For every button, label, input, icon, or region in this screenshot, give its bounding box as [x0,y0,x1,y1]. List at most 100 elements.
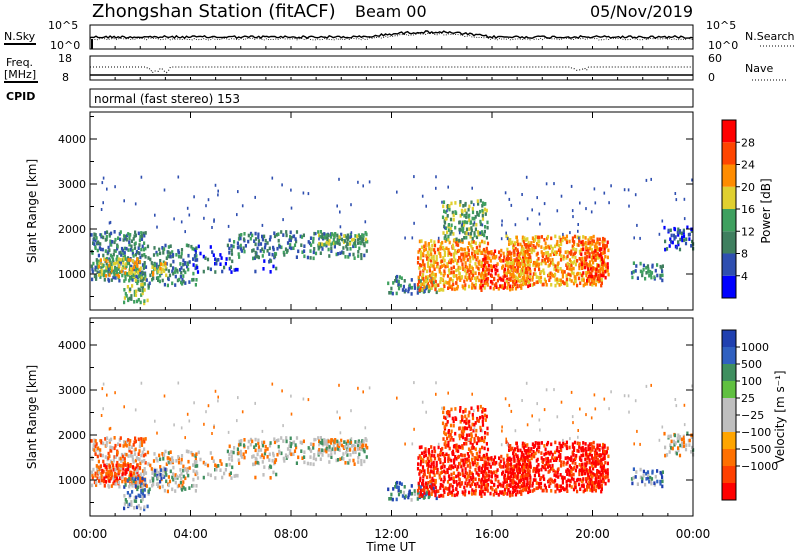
power-cell [122,261,125,265]
colorbar-tick-label: 4 [741,270,748,283]
velocity-cell [157,484,160,488]
power-cell [180,220,183,224]
velocity-cell [465,417,468,422]
power-cell [512,271,515,275]
velocity-cell [193,460,197,464]
velocity-cell [520,456,523,461]
power-cell [182,262,185,267]
power-cell [188,280,191,284]
velocity-cell [512,486,515,490]
power-cell [134,271,137,275]
velocity-cell [113,479,116,483]
velocity-cell [214,476,217,480]
velocity-cell [143,478,146,482]
power-cell [209,245,212,249]
power-cell [116,244,119,249]
velocity-cell [240,455,243,459]
velocity-cell [141,488,144,493]
power-cell [261,247,264,251]
velocity-cell [436,470,439,475]
power-cell [461,247,464,252]
power-cell [103,257,106,262]
velocity-cell [357,460,360,464]
power-cell [221,269,224,274]
power-cell [105,268,108,273]
velocity-cell [140,453,143,458]
velocity-cell [573,440,577,445]
velocity-cell [590,442,593,446]
power-cell [525,243,528,247]
velocity-cell [345,441,348,446]
velocity-cell [102,382,105,386]
velocity-cell [133,499,136,503]
power-cell [124,237,127,241]
velocity-cell [547,450,550,455]
velocity-cell [285,439,288,444]
power-cell [131,259,134,263]
velocity-cell [472,475,475,480]
velocity-cell [568,464,571,468]
velocity-cell [303,450,306,454]
velocity-cell [398,481,401,485]
power-cell [540,261,543,266]
power-cell [422,252,425,256]
power-cell [144,246,147,251]
velocity-cell [458,478,461,482]
velocity-cell [168,479,172,484]
power-cell [451,210,454,215]
velocity-cell [577,482,581,487]
velocity-cell [600,458,603,463]
velocity-cell [292,452,295,456]
velocity-cell [303,455,306,459]
velocity-cell [461,453,464,458]
velocity-cell [134,408,137,412]
power-cell [114,276,117,280]
power-cell [435,186,437,190]
velocity-cell [667,434,670,439]
velocity-cell [510,462,513,466]
velocity-cell [521,441,524,446]
velocity-cell [172,472,175,476]
power-cell [475,235,479,240]
velocity-cell [473,439,476,444]
velocity-cell [319,457,322,461]
velocity-cell [606,461,609,466]
power-cell [664,239,667,244]
velocity-cell [551,467,554,471]
velocity-cell [337,447,340,451]
power-cell [473,233,476,238]
velocity-cell [313,453,316,457]
power-cell [162,263,165,267]
power-cell [587,238,590,242]
velocity-cell [167,456,170,460]
velocity-cell [168,460,171,465]
velocity-cell [257,445,261,449]
power-cell [487,263,490,268]
velocity-cell [92,467,95,472]
velocity-cell [688,438,691,443]
power-cell [390,290,393,295]
velocity-cell [148,487,151,492]
velocity-cell [579,457,582,461]
power-cell [394,279,397,283]
velocity-cell [681,444,684,449]
power-cell [459,278,462,282]
velocity-cell [139,441,142,445]
power-cell [505,279,508,284]
velocity-cell [247,445,250,450]
power-cell [473,253,477,258]
velocity-cell [522,470,525,475]
power-cell [422,269,425,273]
power-cell [656,273,659,278]
power-cell [108,248,111,253]
power-cell [336,237,339,241]
velocity-cell [283,459,286,463]
power-cell [273,254,277,258]
velocity-cell [647,476,650,480]
power-cell [554,278,557,282]
power-cell [533,248,536,253]
power-cell [116,246,119,251]
power-cell [550,236,553,241]
velocity-cell [561,477,564,482]
power-cell [310,243,313,247]
